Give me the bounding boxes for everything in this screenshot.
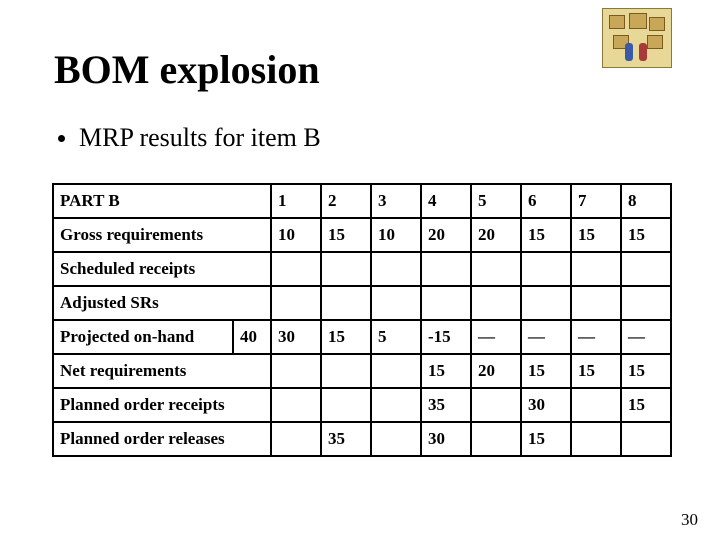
row-projected-on-hand: Projected on-hand 40 30 15 5 -15 — — — — bbox=[53, 320, 671, 354]
cell bbox=[471, 252, 521, 286]
cell: 15 bbox=[321, 218, 371, 252]
period-2: 2 bbox=[321, 184, 371, 218]
row-adjusted-srs: Adjusted SRs bbox=[53, 286, 671, 320]
row-label: Planned order receipts bbox=[53, 388, 271, 422]
cell: 35 bbox=[421, 388, 471, 422]
cell: 10 bbox=[371, 218, 421, 252]
cell: 15 bbox=[421, 354, 471, 388]
row-planned-receipts: Planned order receipts 35 30 15 bbox=[53, 388, 671, 422]
cell bbox=[371, 286, 421, 320]
cell bbox=[421, 252, 471, 286]
cell bbox=[621, 422, 671, 456]
cell: 15 bbox=[621, 354, 671, 388]
cell bbox=[571, 422, 621, 456]
cell: 30 bbox=[521, 388, 571, 422]
cell bbox=[621, 286, 671, 320]
cell bbox=[371, 252, 421, 286]
cell bbox=[271, 388, 321, 422]
cell: 5 bbox=[371, 320, 421, 354]
cell bbox=[571, 252, 621, 286]
mrp-table: PART B 1 2 3 4 5 6 7 8 Gross requirement… bbox=[52, 183, 672, 457]
cell: 30 bbox=[271, 320, 321, 354]
cell bbox=[471, 286, 521, 320]
slide-number: 30 bbox=[681, 510, 698, 530]
row-label: Planned order releases bbox=[53, 422, 271, 456]
cell bbox=[521, 286, 571, 320]
cell bbox=[571, 388, 621, 422]
part-label: PART B bbox=[53, 184, 271, 218]
period-5: 5 bbox=[471, 184, 521, 218]
row-label: Scheduled receipts bbox=[53, 252, 271, 286]
cell: 15 bbox=[621, 388, 671, 422]
row-scheduled-receipts: Scheduled receipts bbox=[53, 252, 671, 286]
cell bbox=[521, 252, 571, 286]
bullet-text: MRP results for item B bbox=[79, 123, 321, 153]
cell bbox=[271, 286, 321, 320]
header-row: PART B 1 2 3 4 5 6 7 8 bbox=[53, 184, 671, 218]
cell bbox=[371, 388, 421, 422]
bullet-item: MRP results for item B bbox=[58, 123, 672, 153]
cell bbox=[621, 252, 671, 286]
cell: -15 bbox=[421, 320, 471, 354]
row-label: Projected on-hand bbox=[53, 320, 233, 354]
cell bbox=[321, 286, 371, 320]
cell: 15 bbox=[571, 218, 621, 252]
period-8: 8 bbox=[621, 184, 671, 218]
row-net-requirements: Net requirements 15 20 15 15 15 bbox=[53, 354, 671, 388]
row-planned-releases: Planned order releases 35 30 15 bbox=[53, 422, 671, 456]
cell: — bbox=[621, 320, 671, 354]
cell bbox=[371, 422, 421, 456]
cell bbox=[571, 286, 621, 320]
cell bbox=[321, 252, 371, 286]
cell: — bbox=[471, 320, 521, 354]
cell bbox=[271, 422, 321, 456]
bullet-icon bbox=[58, 135, 65, 142]
cell bbox=[371, 354, 421, 388]
row-label: Gross requirements bbox=[53, 218, 271, 252]
cell: 15 bbox=[321, 320, 371, 354]
cell: 15 bbox=[521, 422, 571, 456]
period-7: 7 bbox=[571, 184, 621, 218]
cell: 20 bbox=[471, 218, 521, 252]
cell: 20 bbox=[471, 354, 521, 388]
cell: 35 bbox=[321, 422, 371, 456]
cell bbox=[471, 422, 521, 456]
cell: — bbox=[521, 320, 571, 354]
slide-title: BOM explosion bbox=[54, 46, 672, 93]
cell: — bbox=[571, 320, 621, 354]
cell: 15 bbox=[521, 354, 571, 388]
period-3: 3 bbox=[371, 184, 421, 218]
period-1: 1 bbox=[271, 184, 321, 218]
cell bbox=[421, 286, 471, 320]
cell: 20 bbox=[421, 218, 471, 252]
cell bbox=[321, 388, 371, 422]
cell bbox=[471, 388, 521, 422]
row-label: Net requirements bbox=[53, 354, 271, 388]
cell: 30 bbox=[421, 422, 471, 456]
cell: 10 bbox=[271, 218, 321, 252]
warehouse-illustration bbox=[602, 8, 672, 68]
cell: 15 bbox=[621, 218, 671, 252]
slide: BOM explosion MRP results for item B PAR… bbox=[0, 0, 720, 540]
cell bbox=[321, 354, 371, 388]
period-4: 4 bbox=[421, 184, 471, 218]
on-hand-initial: 40 bbox=[233, 320, 271, 354]
period-6: 6 bbox=[521, 184, 571, 218]
cell: 15 bbox=[571, 354, 621, 388]
row-label: Adjusted SRs bbox=[53, 286, 271, 320]
cell bbox=[271, 252, 321, 286]
row-gross-requirements: Gross requirements 10 15 10 20 20 15 15 … bbox=[53, 218, 671, 252]
cell bbox=[271, 354, 321, 388]
cell: 15 bbox=[521, 218, 571, 252]
